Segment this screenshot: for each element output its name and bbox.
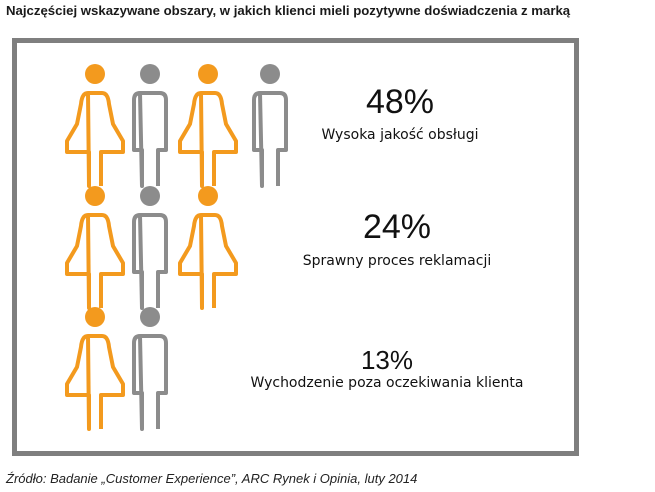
female-person-icon [65,307,125,431]
stat-value-3: 13% [360,345,414,375]
stat-label-2: Sprawny proces reklamacji [302,253,492,269]
male-person-icon [132,64,168,188]
female-person-icon [65,64,125,188]
female-person-icon [65,186,125,310]
female-person-icon [178,64,238,188]
male-person-icon [132,307,168,431]
male-person-icon [252,64,288,188]
stat-value-2: 24% [362,208,432,246]
chart-frame [12,38,579,456]
stat-label-1: Wysoka jakość obsługi [321,127,479,143]
chart-title: Najczęściej wskazywane obszary, w jakich… [6,3,571,18]
male-person-icon [132,186,168,310]
source-note: Źródło: Badanie „Customer Experience”, A… [6,471,418,486]
stat-label-3: Wychodzenie poza oczekiwania klienta [250,375,524,391]
female-person-icon [178,186,238,310]
stat-value-1: 48% [365,83,435,121]
